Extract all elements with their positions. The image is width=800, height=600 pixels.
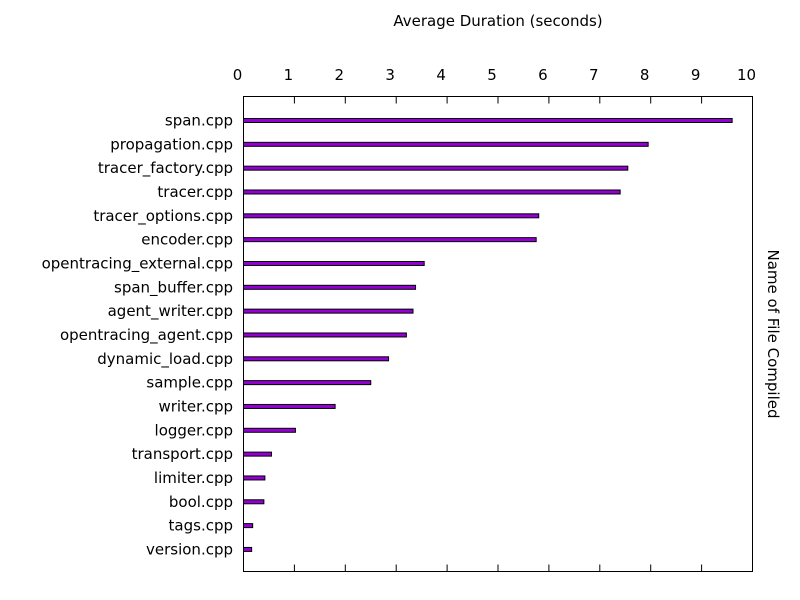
category-label-tracer-factory-cpp: tracer_factory.cpp (98, 159, 233, 178)
category-label-tags-cpp: tags.cpp (169, 517, 233, 535)
bar-span-buffer-cpp (243, 284, 417, 290)
category-label-dynamic-load-cpp: dynamic_load.cpp (97, 350, 233, 369)
bar-tags-cpp (243, 523, 254, 529)
x-tick-label-9: 9 (691, 66, 701, 84)
bar-tracer-factory-cpp (243, 165, 629, 171)
bar-opentracing-external-cpp (243, 260, 425, 266)
x-tick-label-0: 0 (233, 66, 243, 84)
category-label-writer-cpp: writer.cpp (158, 397, 233, 415)
x-tick-label-1: 1 (284, 66, 294, 84)
category-label-sample-cpp: sample.cpp (146, 374, 233, 392)
category-label-agent-writer-cpp: agent_writer.cpp (108, 302, 233, 321)
bar-agent-writer-cpp (243, 308, 414, 314)
category-label-propagation-cpp: propagation.cpp (110, 135, 233, 153)
bar-bool-cpp (243, 499, 265, 505)
bar-transport-cpp (243, 451, 272, 457)
bar-writer-cpp (243, 403, 336, 409)
category-label-transport-cpp: transport.cpp (132, 445, 233, 463)
x-tick-label-3: 3 (385, 66, 395, 84)
bar-encoder-cpp (243, 237, 537, 243)
x-tick-label-5: 5 (487, 66, 497, 84)
category-label-opentracing-agent-cpp: opentracing_agent.cpp (60, 326, 233, 345)
bar-tracer-options-cpp (243, 213, 540, 219)
bar-version-cpp (243, 546, 253, 552)
category-label-span-buffer-cpp: span_buffer.cpp (114, 278, 233, 297)
y-axis-title: Name of File Compiled (764, 250, 782, 419)
bar-propagation-cpp (243, 141, 649, 147)
bar-span-cpp (243, 118, 733, 123)
bar-dynamic-load-cpp (243, 356, 390, 362)
x-tick-label-8: 8 (640, 66, 650, 84)
bar-tracer-cpp (243, 189, 621, 195)
x-tick-label-10: 10 (737, 66, 756, 84)
x-tick-label-7: 7 (589, 66, 599, 84)
category-label-limiter-cpp: limiter.cpp (154, 469, 233, 487)
category-label-version-cpp: version.cpp (146, 540, 233, 558)
category-label-bool-cpp: bool.cpp (169, 493, 233, 511)
x-axis-ticks: 0 1 2 3 4 5 6 7 8 9 10 (233, 66, 756, 572)
x-tick-label-6: 6 (538, 66, 548, 84)
bar-opentracing-agent-cpp (243, 332, 407, 338)
plot-frame (243, 96, 753, 572)
category-label-tracer-options-cpp: tracer_options.cpp (93, 207, 233, 226)
bar-logger-cpp (243, 427, 296, 433)
category-labels: span.cpp propagation.cpp tracer_factory.cp… (42, 112, 233, 559)
x-tick-label-4: 4 (436, 66, 446, 84)
category-label-encoder-cpp: encoder.cpp (141, 231, 233, 249)
category-label-logger-cpp: logger.cpp (155, 421, 233, 439)
category-label-opentracing-external-cpp: opentracing_external.cpp (42, 254, 233, 273)
x-axis-title: Average Duration (seconds) (393, 12, 602, 30)
category-label-span-cpp: span.cpp (165, 112, 233, 130)
category-label-tracer-cpp: tracer.cpp (157, 183, 233, 201)
bars (243, 118, 733, 552)
bar-limiter-cpp (243, 475, 266, 481)
bar-sample-cpp (243, 380, 372, 386)
x-tick-label-2: 2 (335, 66, 345, 84)
